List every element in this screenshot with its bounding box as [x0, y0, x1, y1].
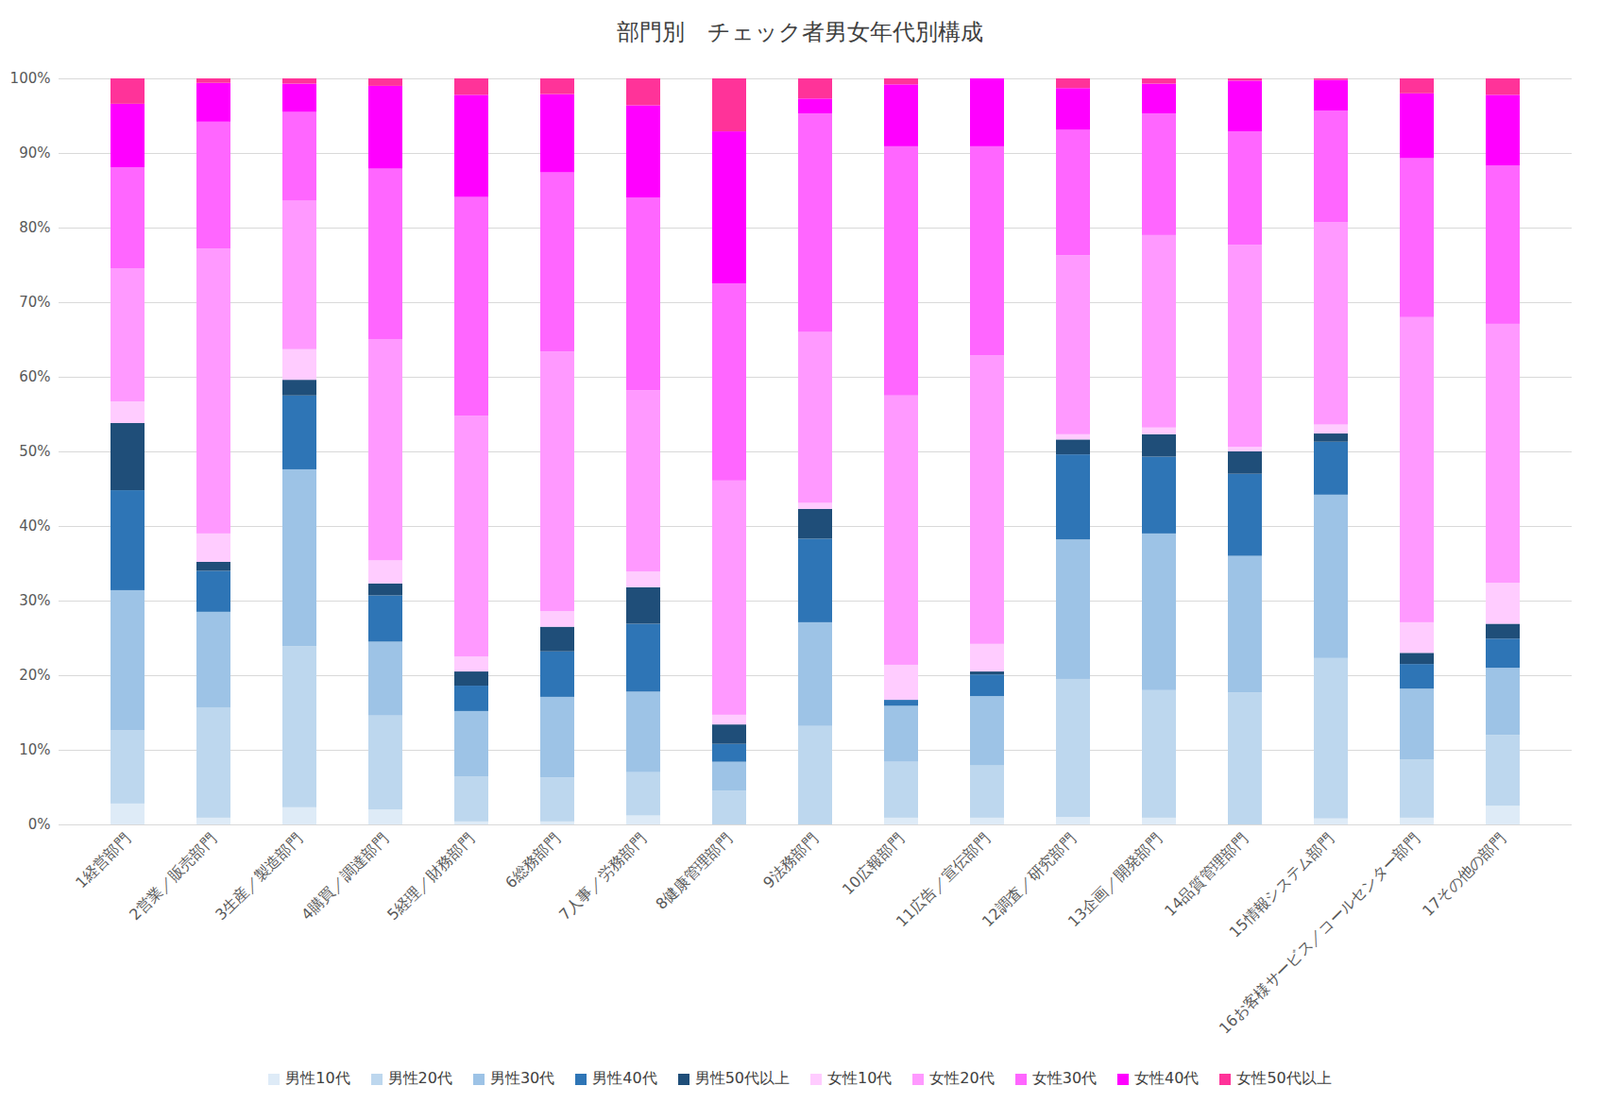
svg-text:80%: 80% [18, 219, 51, 237]
svg-text:12調査／研究部門: 12調査／研究部門 [978, 829, 1080, 931]
html-text:男性30代: 男性30代 [490, 1069, 555, 1088]
svg-text:15情報システム部門: 15情報システム部門 [1225, 829, 1338, 942]
svg-text:16お客様サービス／コールセンター部門: 16お客様サービス／コールセンター部門 [1215, 829, 1424, 1038]
svg-text:11広告／宣伝部門: 11広告／宣伝部門 [892, 829, 994, 931]
html-text:男性10代: 男性10代 [285, 1069, 351, 1088]
svg-text:5経理／財務部門: 5経理／財務部門 [383, 829, 478, 924]
html-text:女性40代: 女性40代 [1134, 1069, 1199, 1088]
svg-text:40%: 40% [18, 517, 51, 535]
svg-text:9法務部門: 9法務部門 [759, 829, 822, 892]
svg-text:50%: 50% [18, 442, 51, 460]
svg-text:90%: 90% [18, 144, 51, 162]
html-text:女性10代: 女性10代 [827, 1069, 892, 1088]
svg-text:60%: 60% [18, 368, 51, 386]
svg-text:4購買／調達部門: 4購買／調達部門 [297, 829, 392, 924]
svg-text:20%: 20% [18, 666, 51, 684]
svg-text:13企画／開発部門: 13企画／開発部門 [1064, 829, 1166, 931]
svg-text:3生産／製造部門: 3生産／製造部門 [211, 829, 307, 924]
svg-text:70%: 70% [18, 293, 51, 311]
svg-text:17その他の部門: 17その他の部門 [1418, 829, 1510, 920]
html-text:女性30代: 女性30代 [1032, 1069, 1097, 1088]
svg-text:2営業／販売部門: 2営業／販売部門 [125, 829, 221, 924]
svg-text:30%: 30% [18, 592, 51, 610]
html-text:女性20代: 女性20代 [929, 1069, 995, 1088]
svg-text:8健康管理部門: 8健康管理部門 [651, 829, 736, 914]
svg-text:14品質管理部門: 14品質管理部門 [1160, 829, 1252, 920]
html-text:男性20代: 男性20代 [387, 1069, 453, 1088]
html-text:男性40代: 男性40代 [592, 1069, 658, 1088]
svg-text:10%: 10% [18, 741, 51, 759]
svg-text:1経営部門: 1経営部門 [71, 829, 135, 892]
svg-text:7人事／労務部門: 7人事／労務部門 [555, 829, 650, 924]
svg-text:6総務部門: 6総務部門 [501, 829, 564, 892]
svg-text:10広報部門: 10広報部門 [838, 829, 908, 899]
html-text:女性50代以上: 女性50代以上 [1236, 1069, 1332, 1088]
svg-text:0%: 0% [28, 816, 52, 834]
html-text:部門別 チェック者男女年代別構成: 部門別 チェック者男女年代別構成 [616, 18, 984, 46]
svg-text:100%: 100% [10, 69, 52, 87]
html-text:男性50代以上: 男性50代以上 [694, 1069, 790, 1088]
